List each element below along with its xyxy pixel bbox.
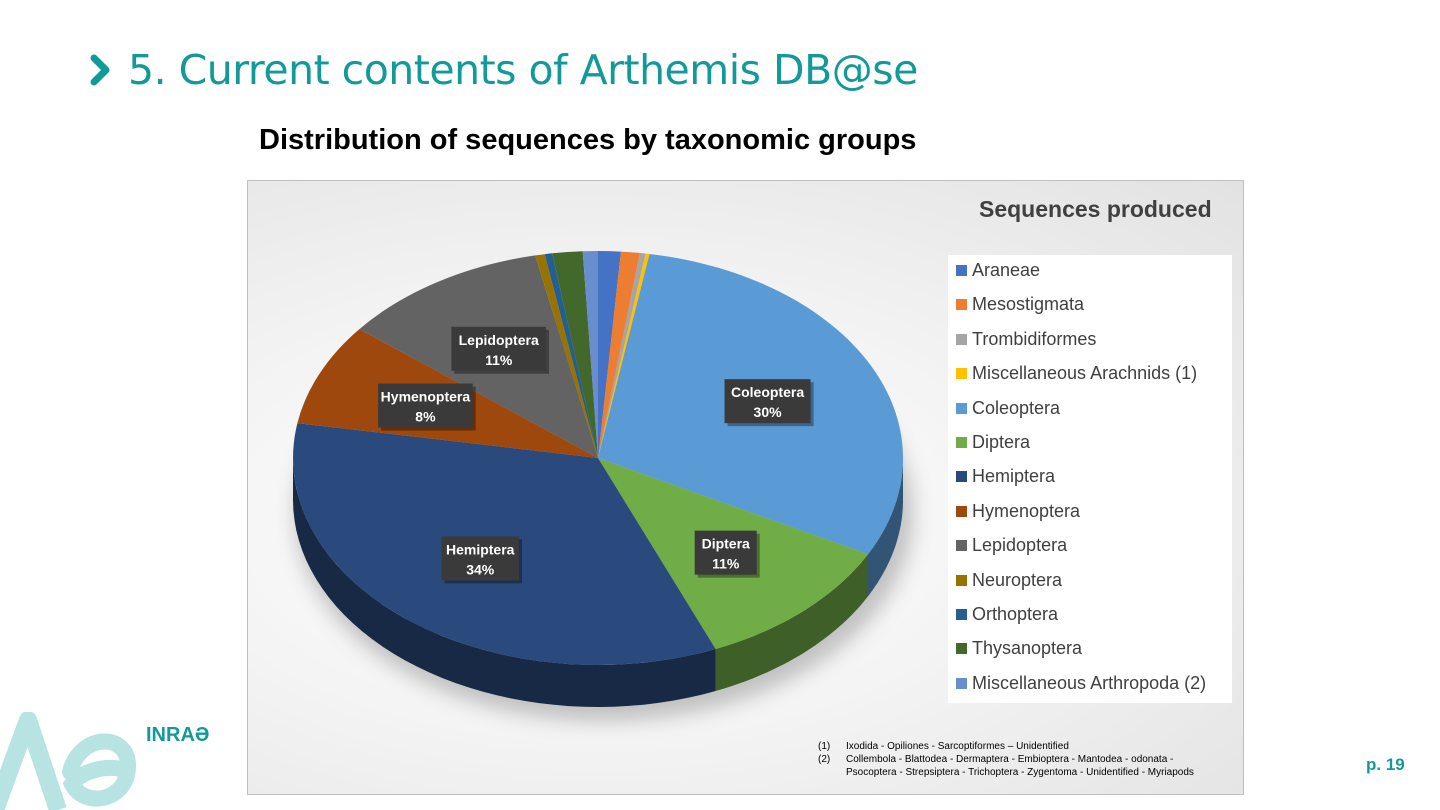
data-label-5: Diptera 11% [694, 530, 760, 578]
legend-label: Hemiptera [972, 466, 1056, 487]
chart-legend: Araneae Mesostigmata Trombidiformes Miscell… [948, 255, 1232, 703]
svg-text:11%: 11% [485, 352, 513, 368]
legend-label: Mesostigmata [972, 294, 1085, 315]
ae-logo-icon [0, 712, 136, 810]
svg-text:Coleoptera: Coleoptera [731, 384, 804, 400]
svg-text:34%: 34% [466, 561, 495, 577]
legend-label: Trombidiformes [972, 328, 1097, 349]
legend-item: Mesostigmata [956, 294, 1084, 315]
legend-label: Neuroptera [972, 569, 1063, 590]
page-number: p. 19 [1366, 755, 1405, 774]
legend-swatch [956, 333, 967, 345]
pie-slice-2 [598, 253, 646, 458]
footnote-number: (1) [818, 741, 831, 752]
legend-swatch [956, 437, 967, 448]
legend-swatch [956, 368, 967, 380]
legend-swatch [956, 677, 967, 689]
footnote-row: (1) Ixodida - Opiliones - Sarcoptiformes … [818, 740, 1194, 753]
data-label-7: Hymenoptera 8% [378, 383, 476, 431]
brand-logo: INRAƏ [146, 724, 210, 746]
footnote-text: Ixodida - Opiliones - Sarcoptiformes – U… [846, 741, 1069, 752]
pie-slice-1 [598, 251, 640, 458]
pie-slice-0 [598, 251, 621, 458]
legend-item: Lepidoptera [956, 535, 1067, 556]
footnote-row: (2) Collembola - Blattodea - Dermaptera -… [818, 753, 1194, 766]
footnote-text: Collembola - Blattodea - Dermaptera - Em… [846, 754, 1174, 765]
legend-swatch [956, 402, 967, 414]
footnote-number: (2) [818, 754, 831, 765]
chart-title: Sequences produced [979, 196, 1212, 222]
legend-item: Orthoptera [956, 604, 1058, 625]
pie-slice-9 [535, 254, 598, 458]
legend-item: Miscellaneous Arachnids (1) [956, 363, 1197, 384]
legend-item: Thysanoptera [956, 638, 1082, 659]
pie-slice-3 [598, 253, 650, 458]
footnote-row: Psocoptera - Strepsiptera - Trichoptera … [818, 766, 1194, 779]
svg-text:Hemiptera: Hemiptera [446, 541, 515, 557]
pie-slice-12 [582, 251, 598, 458]
legend-swatch [956, 505, 967, 517]
pie-side-5 [715, 554, 868, 691]
legend-item: Hymenoptera [956, 501, 1080, 522]
legend-item: Trombidiformes [956, 329, 1096, 350]
svg-text:30%: 30% [754, 404, 783, 420]
data-label-4: Coleoptera 30% [724, 379, 814, 427]
legend-swatch [956, 574, 967, 586]
legend-swatch [956, 609, 967, 620]
legend-swatch [956, 540, 967, 552]
legend-item: Neuroptera [956, 570, 1062, 591]
chevron-right-icon [90, 54, 110, 86]
legend-label: Araneae [972, 260, 1041, 280]
chart-heading: Distribution of sequences by taxonomic g… [259, 124, 917, 156]
data-label-6: Hemiptera 34% [441, 536, 522, 584]
pie-slice-10 [544, 253, 598, 458]
legend-swatch [956, 471, 967, 483]
legend-label: Lepidoptera [972, 535, 1068, 556]
legend-label: Miscellaneous Arthropoda (2) [972, 672, 1207, 693]
legend-swatch [956, 299, 967, 311]
legend-item: Diptera [956, 432, 1030, 453]
legend-item: Miscellaneous Arthropoda (2) [956, 673, 1206, 694]
legend-item: Hemiptera [956, 466, 1055, 487]
footnotes: (1) Ixodida - Opiliones - Sarcoptiformes … [818, 740, 1194, 779]
svg-text:Hymenoptera: Hymenoptera [381, 389, 471, 405]
svg-text:8%: 8% [415, 409, 436, 425]
legend-swatch [956, 643, 967, 655]
legend-label: Miscellaneous Arachnids (1) [972, 363, 1198, 384]
slide-title: 5. Current contents of Arthemis DB@se [88, 42, 918, 98]
legend-label: Thysanoptera [972, 638, 1083, 659]
svg-text:Diptera: Diptera [702, 536, 750, 552]
svg-text:Lepidoptera: Lepidoptera [459, 332, 539, 348]
legend-item: Araneae [956, 260, 1040, 281]
svg-text:11%: 11% [712, 556, 740, 572]
pie-side-4 [868, 458, 903, 597]
pie-slice-11 [552, 251, 598, 458]
legend-label: Diptera [972, 432, 1031, 452]
footnote-text: Psocoptera - Strepsiptera - Trichoptera … [846, 767, 1194, 778]
legend-item: Coleoptera [956, 398, 1060, 419]
data-label-8: Lepidoptera 11% [451, 326, 549, 374]
page-title: 5. Current contents of Arthemis DB@se [128, 46, 918, 94]
legend-swatch [956, 265, 967, 276]
legend-label: Orthoptera [972, 604, 1059, 624]
legend-label: Coleoptera [972, 397, 1061, 418]
legend-label: Hymenoptera [972, 500, 1081, 521]
footnote-number [818, 766, 832, 779]
pie-side-6 [293, 458, 716, 707]
